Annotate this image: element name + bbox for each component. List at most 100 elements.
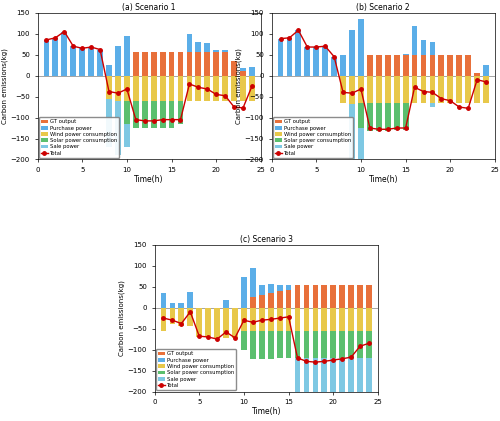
Total: [294, 355, 300, 360]
Total: [420, 89, 426, 94]
Bar: [296, 30, 302, 76]
Bar: [196, 76, 202, 101]
Total: [430, 90, 436, 95]
Bar: [250, 330, 256, 359]
Total: [340, 90, 346, 95]
Bar: [456, 76, 462, 103]
Total: [44, 37, 50, 43]
Total: [205, 334, 211, 339]
Bar: [430, 55, 436, 76]
Bar: [231, 61, 237, 76]
Bar: [402, 76, 408, 103]
Bar: [277, 330, 282, 358]
Bar: [62, 32, 67, 76]
Bar: [349, 30, 355, 76]
Total: [385, 127, 391, 132]
Bar: [304, 47, 310, 76]
Total: [133, 117, 139, 122]
Bar: [223, 308, 229, 338]
Bar: [366, 285, 372, 308]
Bar: [367, 103, 373, 131]
Total: [312, 360, 318, 365]
Bar: [160, 76, 166, 101]
Bar: [133, 101, 138, 128]
Bar: [312, 330, 318, 358]
Bar: [168, 101, 174, 128]
Legend: GT output, Purchase power, Wind power consumption, Solar power consumption, Sale: GT output, Purchase power, Wind power co…: [39, 117, 119, 158]
Bar: [222, 53, 228, 76]
Bar: [170, 308, 175, 325]
Total: [367, 125, 373, 131]
Bar: [160, 308, 166, 330]
Bar: [97, 50, 103, 76]
Legend: GT output, Purchase power, Wind power consumption, Solar power consumption, Sale: GT output, Purchase power, Wind power co…: [156, 349, 236, 390]
Bar: [186, 53, 192, 76]
Bar: [304, 308, 310, 330]
Bar: [304, 330, 310, 358]
Bar: [268, 284, 274, 293]
Total: [339, 356, 345, 361]
Total: [115, 91, 121, 96]
Bar: [366, 358, 372, 408]
Bar: [250, 297, 256, 308]
Bar: [115, 76, 121, 101]
Total: [286, 35, 292, 40]
Y-axis label: Carbon emissions(kg): Carbon emissions(kg): [118, 280, 124, 356]
Bar: [151, 101, 156, 128]
Bar: [430, 76, 436, 103]
Bar: [304, 358, 310, 404]
Bar: [367, 76, 373, 103]
Bar: [170, 303, 175, 308]
Title: (a) Scenario 1: (a) Scenario 1: [122, 3, 176, 12]
Bar: [357, 308, 363, 330]
Bar: [358, 128, 364, 162]
Bar: [259, 285, 264, 295]
Total: [231, 104, 237, 109]
Bar: [322, 330, 327, 358]
Total: [448, 98, 454, 103]
Total: [240, 105, 246, 110]
Bar: [222, 76, 228, 101]
Total: [178, 321, 184, 326]
Bar: [357, 285, 363, 308]
Bar: [151, 53, 156, 76]
Total: [214, 336, 220, 341]
Bar: [249, 67, 255, 76]
Bar: [340, 285, 345, 308]
Total: [348, 354, 354, 360]
Bar: [196, 42, 202, 53]
Bar: [52, 38, 59, 76]
Bar: [240, 69, 246, 71]
Total: [465, 106, 471, 111]
Total: [286, 314, 292, 320]
Bar: [376, 103, 382, 131]
Bar: [106, 99, 112, 147]
X-axis label: Time(h): Time(h): [134, 175, 164, 184]
Bar: [330, 358, 336, 408]
Bar: [314, 47, 319, 76]
Total: [366, 341, 372, 346]
Bar: [44, 40, 50, 76]
Bar: [412, 76, 418, 103]
Total: [196, 333, 202, 338]
Bar: [322, 308, 327, 330]
Bar: [330, 308, 336, 330]
Bar: [196, 53, 202, 76]
Bar: [115, 46, 121, 76]
Bar: [349, 104, 355, 159]
Bar: [385, 103, 390, 131]
Bar: [340, 358, 345, 408]
Total: [331, 54, 337, 59]
Total: [160, 117, 166, 122]
Bar: [394, 55, 400, 76]
Bar: [294, 330, 300, 358]
Total: [474, 77, 480, 82]
Bar: [466, 76, 471, 103]
Total: [276, 316, 282, 321]
Bar: [178, 101, 184, 124]
Bar: [240, 76, 246, 101]
Bar: [483, 76, 489, 103]
Total: [232, 335, 238, 340]
Bar: [106, 76, 112, 99]
Total: [170, 318, 175, 323]
